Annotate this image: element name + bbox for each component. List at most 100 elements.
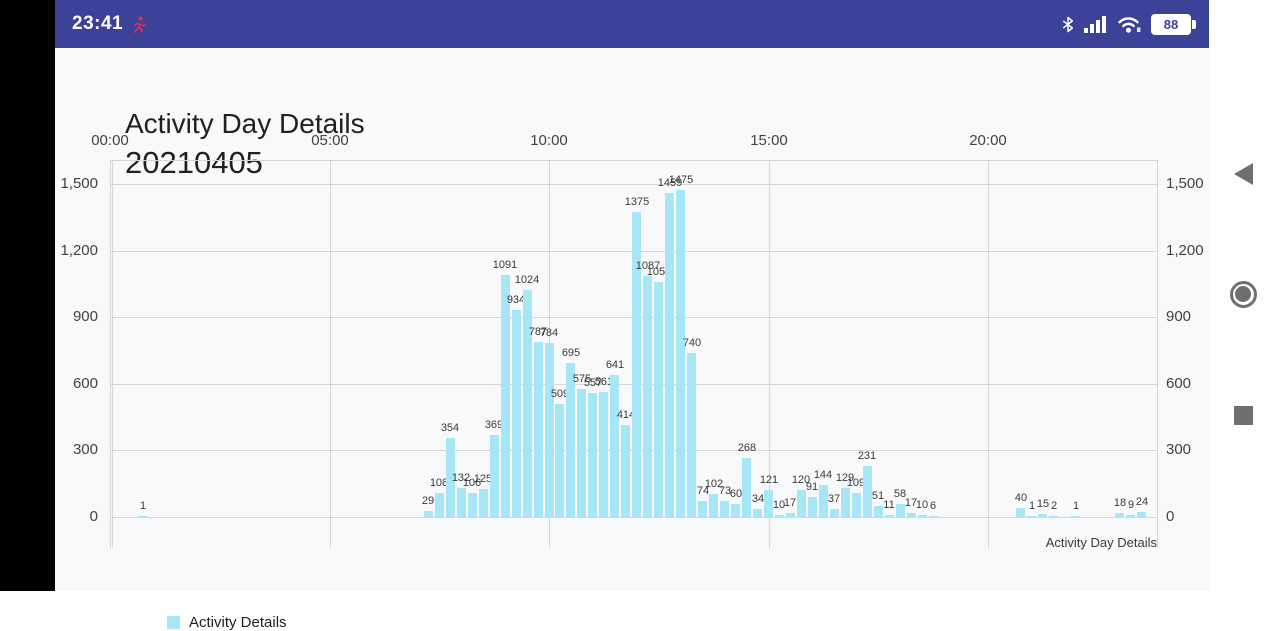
activity-bar[interactable] <box>1027 516 1036 517</box>
activity-bar[interactable] <box>1115 513 1124 517</box>
activity-bar[interactable] <box>720 501 729 517</box>
activity-bar[interactable] <box>468 493 477 517</box>
activity-bar[interactable] <box>775 515 784 517</box>
bar-value-label: 109 <box>846 477 866 489</box>
activity-bar[interactable] <box>632 212 641 517</box>
activity-bar[interactable] <box>874 506 883 517</box>
activity-bar[interactable] <box>918 515 927 517</box>
activity-bar[interactable] <box>885 515 894 517</box>
bar-value-label: 29 <box>421 495 435 507</box>
activity-bar[interactable] <box>841 488 850 517</box>
activity-bar[interactable] <box>786 513 795 517</box>
bar-value-label: 784 <box>539 327 559 339</box>
activity-bar[interactable] <box>610 375 619 517</box>
activity-bar[interactable] <box>534 342 543 517</box>
home-button[interactable] <box>1223 274 1263 314</box>
activity-bar[interactable] <box>138 516 147 517</box>
gridline-x <box>769 160 770 548</box>
bar-value-label: 575 <box>572 373 592 385</box>
bar-value-label: 144 <box>813 469 833 481</box>
activity-bar[interactable] <box>896 504 905 517</box>
y-axis-label-left: 900 <box>72 308 98 325</box>
back-button[interactable] <box>1223 154 1263 194</box>
activity-bar[interactable] <box>907 513 916 517</box>
activity-bar[interactable] <box>676 190 685 517</box>
status-icons: 88 <box>1061 0 1196 48</box>
gridline-x <box>330 160 331 548</box>
bar-value-label: 414 <box>616 409 636 421</box>
bar-value-label: 24 <box>1135 496 1149 508</box>
activity-bar[interactable] <box>512 310 521 517</box>
battery-nub <box>1192 19 1196 29</box>
activity-bar[interactable] <box>665 193 674 517</box>
activity-bar[interactable] <box>863 466 872 517</box>
recents-icon <box>1233 405 1253 425</box>
activity-bar[interactable] <box>479 489 488 517</box>
activity-bar[interactable] <box>731 504 740 517</box>
activity-bar[interactable] <box>523 290 532 517</box>
wifi-icon <box>1118 17 1141 33</box>
android-nav-bar <box>1209 0 1280 591</box>
recents-button[interactable] <box>1223 395 1263 435</box>
activity-bar[interactable] <box>599 392 608 517</box>
activity-bar[interactable] <box>830 509 839 517</box>
page-date: 20210405 <box>125 145 263 180</box>
activity-bar[interactable] <box>1049 516 1058 517</box>
activity-bar[interactable] <box>687 353 696 517</box>
activity-bar[interactable] <box>643 276 652 517</box>
activity-bar[interactable] <box>435 493 444 517</box>
activity-bar[interactable] <box>446 438 455 517</box>
status-bar: 23:41 88 <box>55 0 1209 48</box>
activity-bar[interactable] <box>764 490 773 517</box>
activity-bar[interactable] <box>457 488 466 517</box>
activity-bar[interactable] <box>742 458 751 517</box>
activity-bar[interactable] <box>1071 516 1080 517</box>
bar-value-label: 231 <box>857 450 877 462</box>
gridline-x <box>988 160 989 548</box>
activity-bar[interactable] <box>698 501 707 517</box>
bar-value-label: 17 <box>904 497 918 509</box>
activity-bar[interactable] <box>490 435 499 517</box>
activity-bar[interactable] <box>545 343 554 517</box>
activity-bar[interactable] <box>1126 515 1135 517</box>
activity-bar[interactable] <box>654 282 663 517</box>
bar-value-label: 1091 <box>492 259 518 271</box>
bar-value-label: 60 <box>729 488 743 500</box>
y-axis-label-right: 900 <box>1166 308 1192 325</box>
y-axis-line <box>112 160 113 548</box>
bar-value-label: 17 <box>783 497 797 509</box>
activity-bar[interactable] <box>1016 508 1025 517</box>
activity-bar[interactable] <box>577 389 586 517</box>
activity-bar[interactable] <box>709 494 718 517</box>
activity-bar[interactable] <box>819 485 828 517</box>
activity-bar[interactable] <box>566 363 575 517</box>
bar-value-label: 40 <box>1014 492 1028 504</box>
bar-value-label: 51 <box>871 490 885 502</box>
y-axis-label-left: 600 <box>72 375 98 392</box>
bar-value-label: 268 <box>737 442 757 454</box>
y-axis-label-right: 600 <box>1166 375 1192 392</box>
activity-bar[interactable] <box>753 509 762 517</box>
battery-icon: 88 <box>1151 13 1196 35</box>
activity-bar[interactable] <box>929 516 938 517</box>
y-axis-label-left: 300 <box>72 441 98 458</box>
activity-bar[interactable] <box>555 404 564 517</box>
y-axis-label-right: 0 <box>1166 508 1175 525</box>
bar-value-label: 740 <box>682 337 702 349</box>
gridline-x <box>110 160 111 548</box>
activity-bar[interactable] <box>501 275 510 517</box>
activity-bar[interactable] <box>852 493 861 517</box>
bar-value-label: 369 <box>484 419 504 431</box>
chart-legend: Activity Details <box>167 614 287 631</box>
activity-bar[interactable] <box>1137 512 1146 517</box>
bar-value-label: 695 <box>561 347 581 359</box>
activity-bar[interactable] <box>808 497 817 517</box>
y-axis-label-right: 300 <box>1166 441 1192 458</box>
activity-bar[interactable] <box>1038 514 1047 517</box>
activity-bar[interactable] <box>424 511 433 517</box>
bar-value-label: 10 <box>915 499 929 511</box>
activity-bar[interactable] <box>797 490 806 517</box>
activity-bar[interactable] <box>588 393 597 517</box>
activity-bar[interactable] <box>621 425 630 517</box>
